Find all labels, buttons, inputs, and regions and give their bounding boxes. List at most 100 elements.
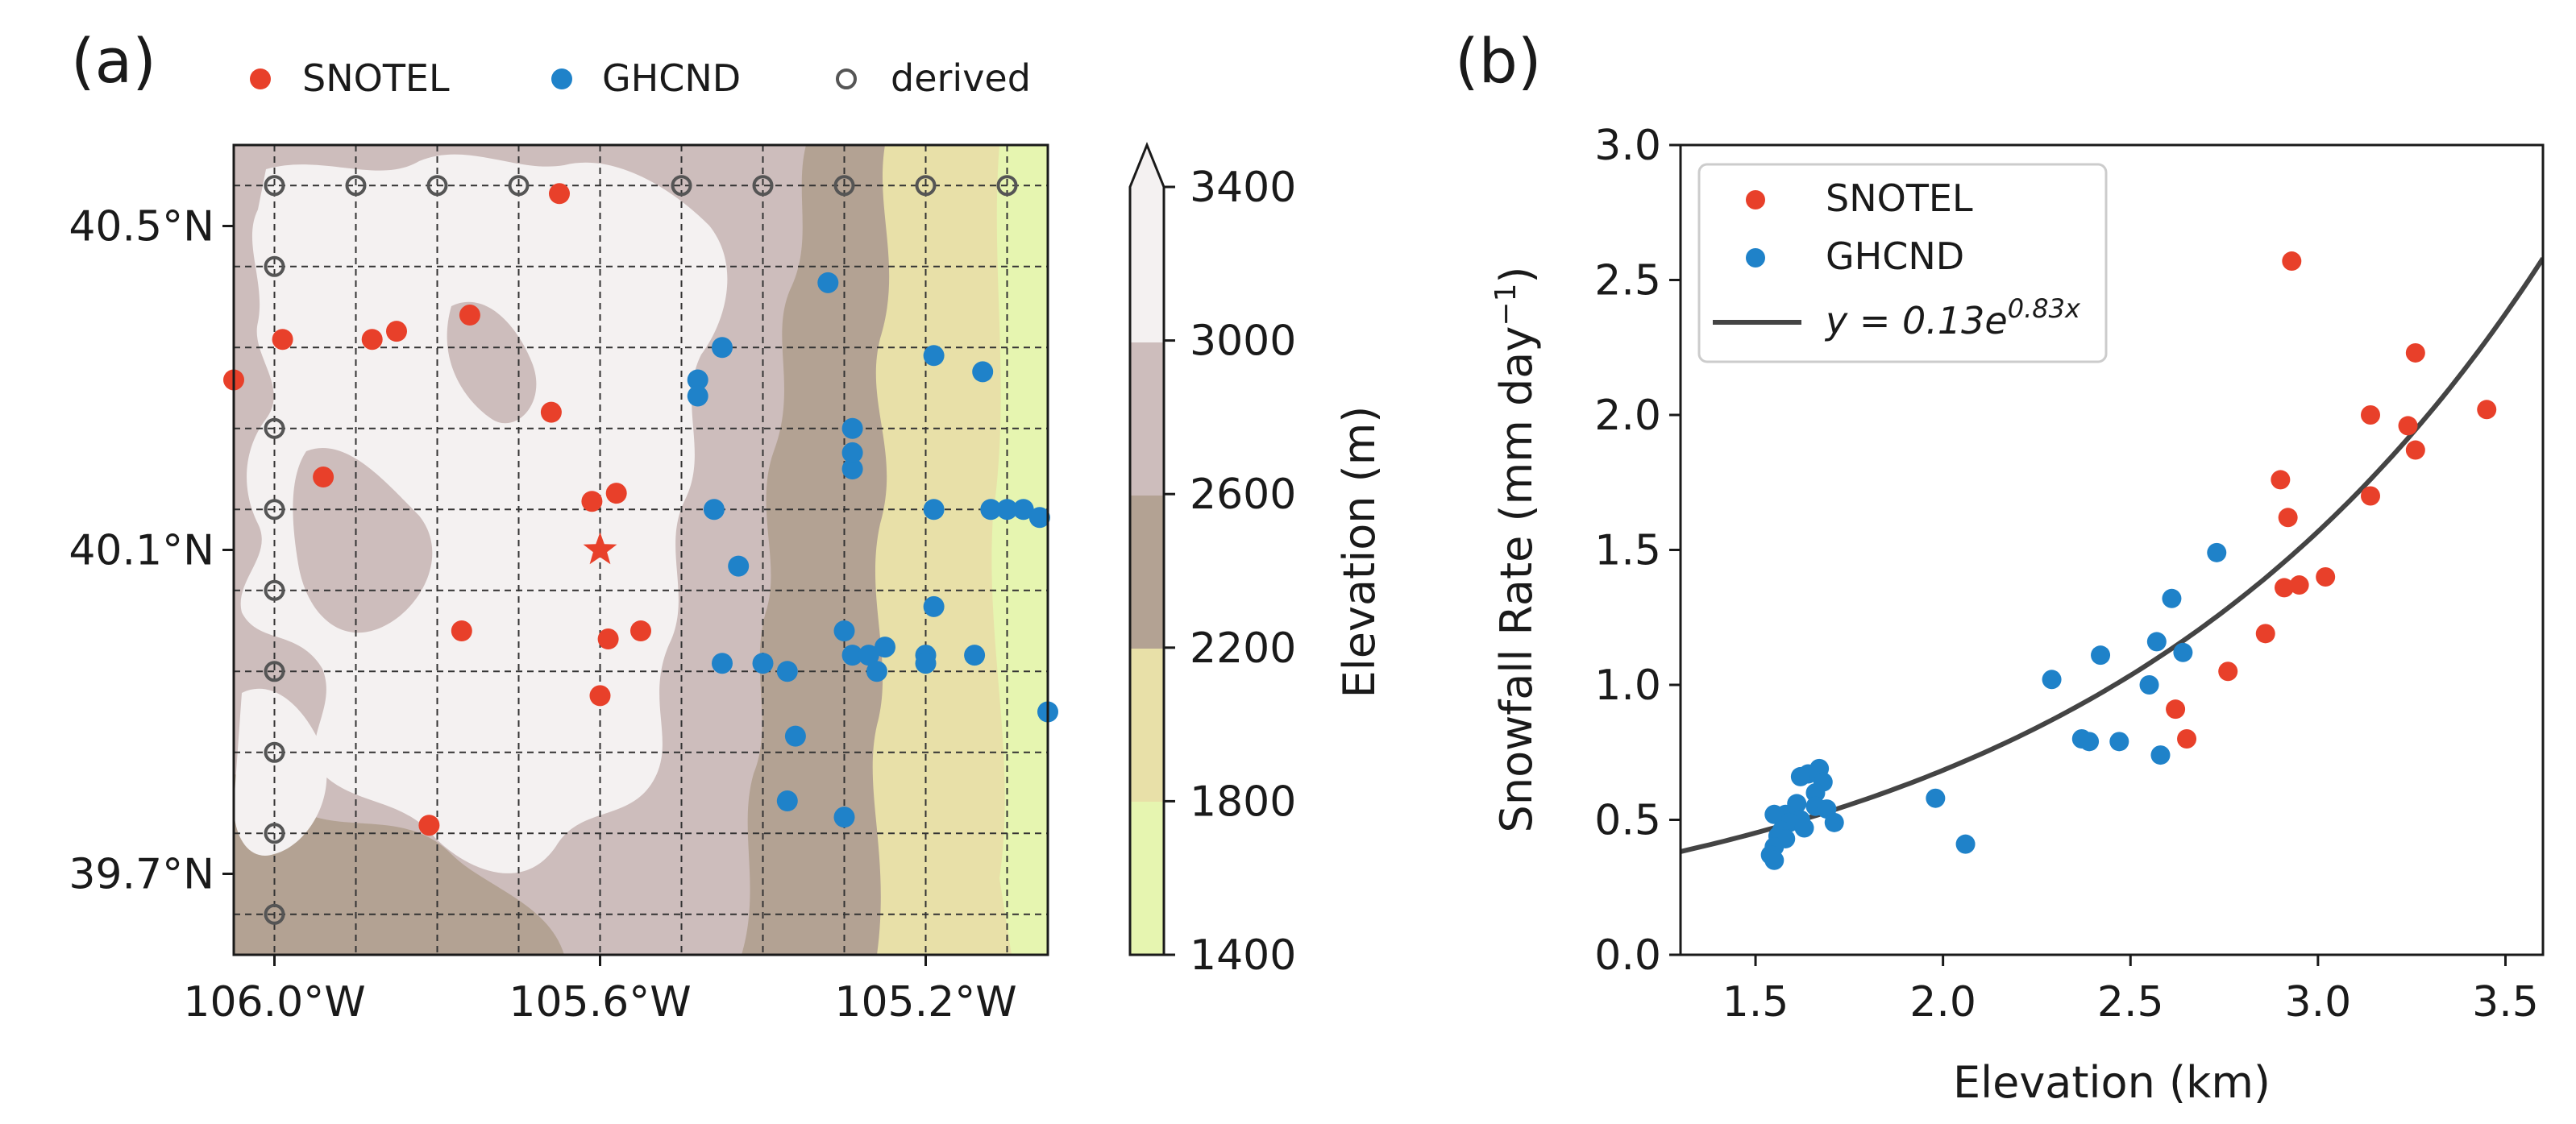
- y-tick-label: 0.5: [1594, 797, 1661, 845]
- ghcnd-point: [784, 725, 806, 747]
- ghcnd-point: [776, 790, 798, 812]
- snotel-scatter-point: [2405, 342, 2425, 363]
- snotel-point: [581, 491, 603, 512]
- map-x-tick-label: 105.2°W: [834, 978, 1016, 1027]
- terrain-valley-1: [293, 448, 433, 633]
- y-axis-label: Snowfall Rate (mm day−1): [1490, 267, 1542, 833]
- map-x-ticks: 106.0°W 105.6°W 105.2°W: [183, 955, 1017, 1027]
- ghcnd-point: [841, 645, 863, 666]
- ghcnd-scatter-point: [1824, 812, 1844, 832]
- ghcnd-point: [1012, 499, 1034, 521]
- ghcnd-point: [728, 555, 750, 577]
- ghcnd-point: [841, 442, 863, 463]
- colorbar-frame: [1128, 141, 1165, 956]
- legend-derived-marker: [836, 68, 857, 89]
- terrain-peak-1: [234, 688, 327, 856]
- colorbar-label: Elevation (m): [1334, 406, 1385, 699]
- ghcnd-scatter-point: [2146, 632, 2167, 652]
- derived-point: [345, 175, 367, 197]
- scatter-y-ticks: 0.0 0.5 1.0 1.5 2.0 2.5 3.0: [1594, 122, 1681, 980]
- map-y-tick-label: 40.1°N: [69, 527, 214, 575]
- ghcnd-point: [923, 499, 945, 521]
- ghcnd-scatter-point: [2173, 642, 2193, 662]
- derived-point: [264, 661, 285, 682]
- snotel-scatter-point: [2218, 662, 2238, 682]
- snotel-scatter-point: [2361, 405, 2380, 425]
- x-tick-label: 3.5: [2472, 978, 2539, 1027]
- colorbar-band-1800: [1130, 649, 1164, 802]
- ghcnd-point: [841, 417, 863, 439]
- snotel-point: [597, 628, 619, 650]
- colorbar-band-2600: [1130, 342, 1164, 496]
- snotel-scatter-point: [2275, 578, 2294, 598]
- snotel-scatter-point: [2289, 575, 2309, 595]
- ghcnd-scatter-point: [1764, 850, 1785, 870]
- site-star-marker: [583, 532, 617, 565]
- ghcnd-point: [996, 499, 1018, 521]
- ghcnd-scatter-point: [2109, 732, 2129, 752]
- snotel-scatter-point: [2282, 251, 2302, 272]
- derived-point: [833, 175, 855, 197]
- snotel-point: [418, 815, 440, 836]
- ghcnd-scatter-point: [1794, 818, 1814, 838]
- ghcnd-point: [712, 653, 733, 674]
- ghcnd-point: [875, 637, 895, 658]
- derived-point: [264, 175, 285, 197]
- x-axis-label: Elevation (km): [1953, 1057, 2271, 1108]
- derived-point: [264, 823, 285, 844]
- map-y-ticks: 40.5°N 40.1°N 39.7°N: [69, 203, 234, 899]
- snotel-point: [361, 329, 383, 350]
- map-legend: SNOTEL GHCND derived: [250, 56, 1031, 100]
- x-tick-label: 2.0: [1909, 978, 1976, 1027]
- snotel-scatter-point: [2177, 729, 2197, 749]
- ghcnd-point: [915, 653, 937, 674]
- ghcnd-scatter-point: [2042, 670, 2062, 690]
- panel-b-scatter: (b) 1.5 2.0 2.5 3.0 3.5 0.0 0.5 1.0 1.5 2.0 2.5 3.…: [1455, 25, 2545, 1108]
- snotel-scatter-point: [2398, 416, 2418, 436]
- derived-point: [915, 175, 937, 197]
- ghcnd-scatter-point: [1764, 804, 1785, 824]
- ghcnd-scatter-point: [2162, 588, 2182, 608]
- snotel-point: [313, 467, 334, 488]
- y-tick-label: 1.5: [1594, 527, 1661, 575]
- snotel-point: [589, 685, 611, 707]
- ghcnd-scatter-point: [2091, 645, 2111, 666]
- derived-point: [264, 741, 285, 763]
- map-x-tick-label: 106.0°W: [183, 978, 365, 1027]
- ghcnd-point: [687, 369, 708, 391]
- ghcnd-scatter-point: [1926, 788, 1946, 808]
- legend-ghcnd-label: GHCND: [602, 56, 741, 100]
- snotel-scatter-point: [2271, 470, 2291, 490]
- legend-derived-label: derived: [891, 56, 1031, 100]
- snotel-scatter-point: [2316, 567, 2336, 587]
- snotel-point: [459, 305, 480, 326]
- derived-point: [264, 255, 285, 277]
- x-tick-label: 1.5: [1722, 978, 1789, 1027]
- ghcnd-point: [964, 645, 986, 666]
- ghcnd-scatter-point: [1805, 783, 1826, 803]
- ghcnd-scatter-point: [1790, 766, 1810, 786]
- colorbar-extend-arrow: [1130, 145, 1164, 187]
- derived-point: [752, 175, 774, 197]
- scatter-x-ticks: 1.5 2.0 2.5 3.0 3.5: [1722, 955, 2539, 1027]
- terrain-valley-2: [447, 301, 537, 424]
- scatter-legend: SNOTEL GHCND y = 0.13e0.83x: [1697, 163, 2108, 363]
- snotel-point: [630, 620, 651, 641]
- snotel-points: [223, 183, 651, 836]
- y-tick-label: 2.0: [1594, 392, 1661, 440]
- colorbar-tick-label: 2200: [1190, 624, 1296, 673]
- derived-point: [264, 579, 285, 601]
- ghcnd-point: [817, 272, 839, 293]
- ghcnd-scatter-point: [2139, 675, 2159, 695]
- snotel-scatter-point: [2405, 440, 2425, 460]
- scatter-legend-ghcnd-label: GHCND: [1826, 234, 1964, 278]
- map-y-tick-label: 39.7°N: [69, 851, 214, 899]
- ghcnd-scatter-point: [2079, 732, 2100, 752]
- legend-ghcnd-marker: [551, 68, 572, 89]
- colorbar-band-1400: [1130, 802, 1164, 955]
- ghcnd-point: [833, 620, 855, 641]
- derived-point: [426, 175, 448, 197]
- ghcnd-point: [752, 653, 774, 674]
- ghcnd-scatter-point: [2207, 542, 2227, 562]
- colorbar-ticks: 1400 1800 2200 2600 3000 3400: [1164, 164, 1296, 980]
